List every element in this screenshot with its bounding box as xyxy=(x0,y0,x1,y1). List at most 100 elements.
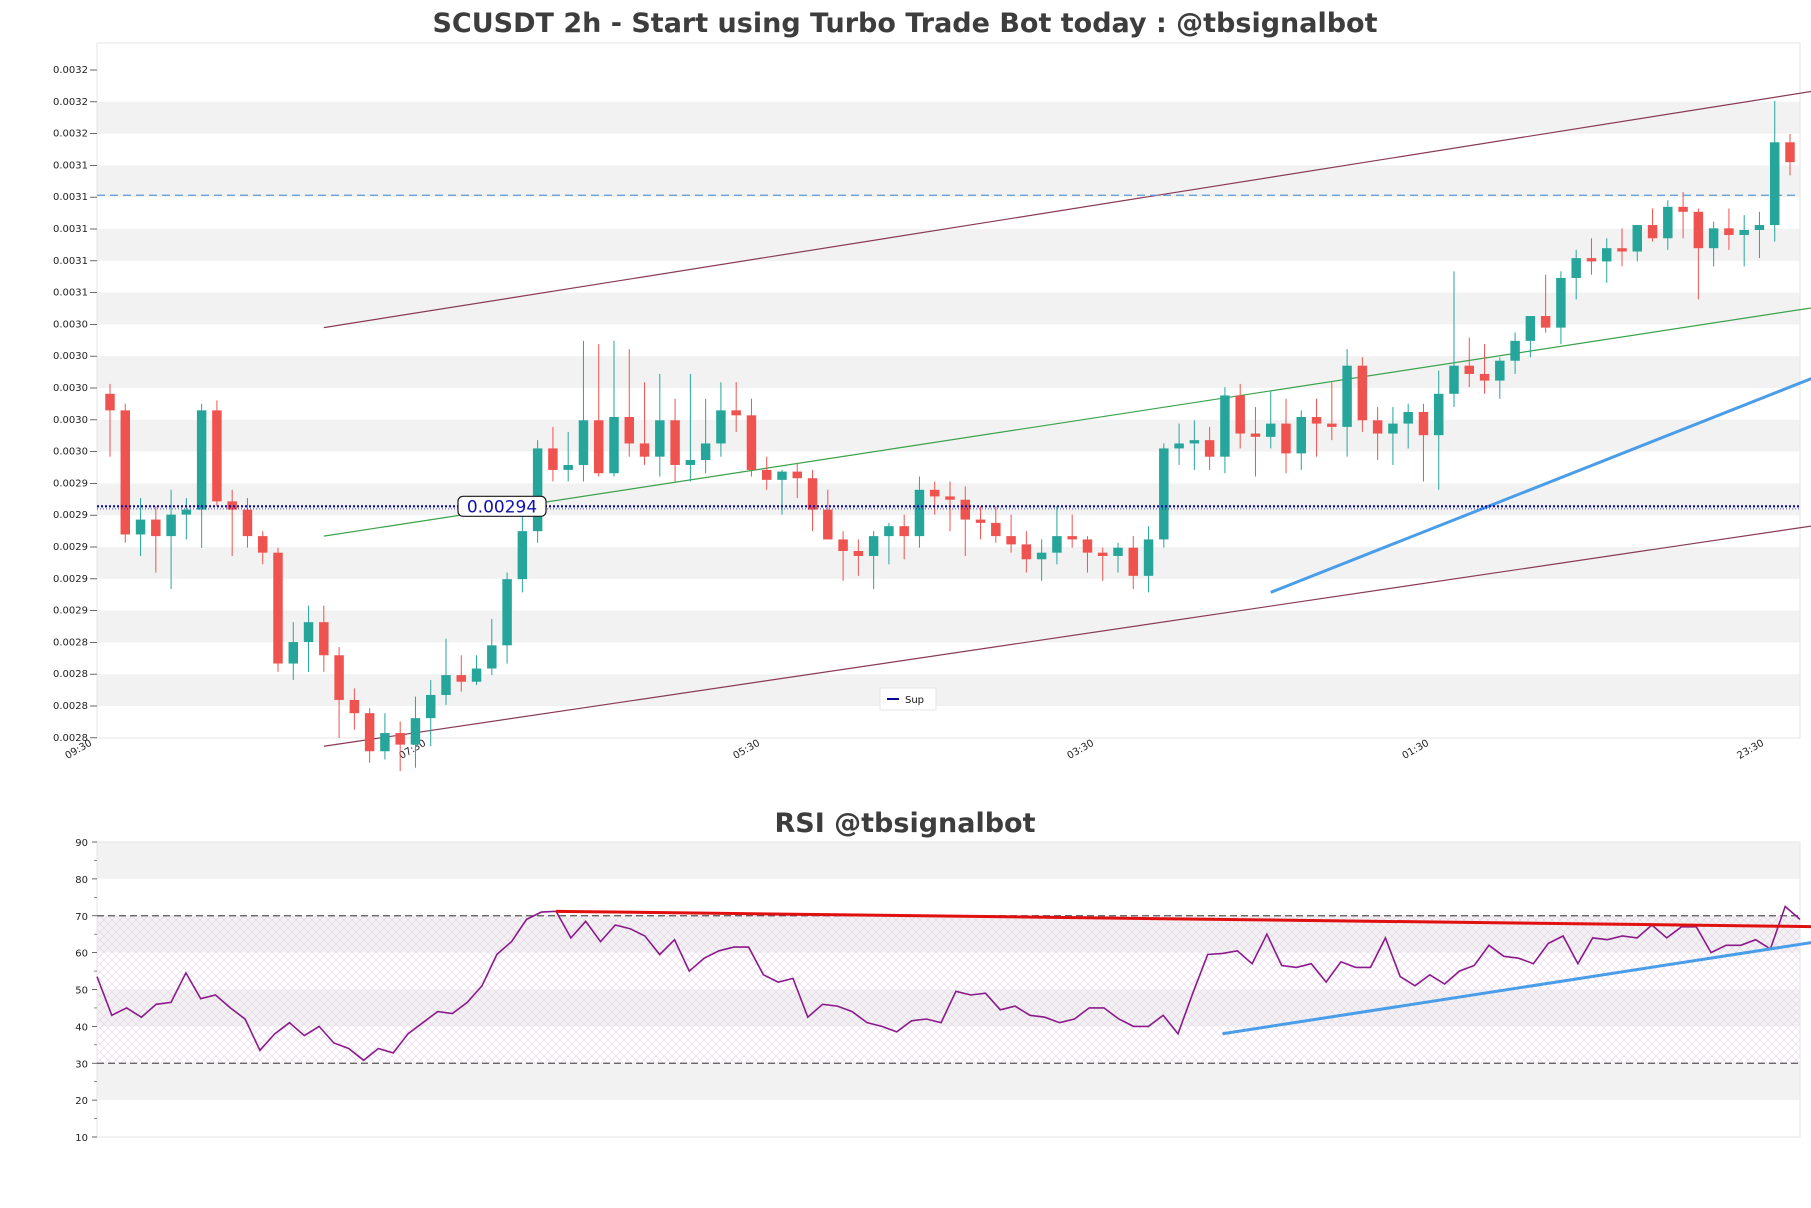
candle xyxy=(334,646,344,738)
support-price-label: 0.00294 xyxy=(457,495,547,517)
grid-band xyxy=(97,419,1800,452)
candle-body xyxy=(1204,440,1215,457)
grid-band xyxy=(97,610,1800,643)
candle-body xyxy=(700,443,711,460)
candle xyxy=(685,373,696,482)
candle-body xyxy=(212,410,222,502)
rsi-y-tick-label: 50 xyxy=(75,986,88,997)
candle-body xyxy=(593,420,604,474)
candle-body xyxy=(868,536,879,556)
candle-body xyxy=(135,519,146,535)
candle xyxy=(1769,100,1780,242)
rsi-y-tick-label: 80 xyxy=(75,875,88,886)
candle xyxy=(823,489,833,540)
candle-body xyxy=(1479,373,1490,381)
x-tick-label: 03:30 xyxy=(1066,738,1096,762)
y-tick-label: 0.0032 xyxy=(53,97,88,108)
rsi-grid-bands xyxy=(97,842,1800,1101)
candle-body xyxy=(670,420,680,465)
candle xyxy=(1327,382,1337,441)
candle xyxy=(425,680,436,747)
candle-body xyxy=(1586,258,1597,262)
candle-body xyxy=(105,393,115,411)
candle-body xyxy=(1464,365,1475,374)
candle xyxy=(380,713,390,760)
candle xyxy=(532,440,543,543)
y-tick-label: 0.0028 xyxy=(53,669,88,680)
candle xyxy=(792,463,803,499)
candle-body xyxy=(1418,412,1429,436)
y-tick-label: 0.0031 xyxy=(53,192,88,203)
channel-lower-line xyxy=(323,525,1811,747)
y-tick-label: 0.0029 xyxy=(53,574,88,585)
candle xyxy=(1601,238,1612,283)
candle xyxy=(1342,349,1352,457)
candle xyxy=(609,340,619,477)
rsi-y-axis: 90 80 70 60 50 40 30 20 10 xyxy=(75,838,97,1144)
candle-body xyxy=(716,410,726,444)
candle xyxy=(1388,407,1398,465)
candle-body xyxy=(1372,420,1383,434)
candle-body xyxy=(1327,423,1337,427)
main-x-axis: 09:30 07:30 05:30 03:30 01:30 23:30 xyxy=(64,738,1766,762)
candle xyxy=(1708,221,1719,267)
candle xyxy=(670,398,680,482)
y-tick-label: 0.0028 xyxy=(53,637,88,648)
y-tick-label: 0.0029 xyxy=(53,542,88,553)
candle xyxy=(196,403,207,548)
candle-body xyxy=(1265,423,1276,437)
candle xyxy=(1052,506,1062,565)
candle-body xyxy=(502,579,512,646)
candle xyxy=(761,456,772,490)
candle-body xyxy=(1311,416,1322,424)
candle xyxy=(1159,443,1169,548)
candle xyxy=(700,398,711,474)
candle-body xyxy=(899,526,909,537)
candle-body xyxy=(151,519,161,537)
candle xyxy=(395,721,405,772)
candle xyxy=(166,489,176,590)
candle-body xyxy=(807,478,818,510)
candle xyxy=(639,382,650,465)
candlestick-series xyxy=(105,100,1795,772)
main-grid-bands xyxy=(97,101,1800,706)
candle-body xyxy=(380,733,390,752)
candle xyxy=(914,476,925,548)
candle-body xyxy=(914,489,925,537)
candle-body xyxy=(1250,433,1261,437)
candle-body xyxy=(1678,206,1688,212)
candle xyxy=(227,489,237,556)
y-tick-label: 0.0030 xyxy=(53,447,88,458)
candle-body xyxy=(532,448,543,532)
candle xyxy=(1617,228,1627,267)
candle xyxy=(319,605,329,672)
candle xyxy=(1311,398,1322,457)
candle xyxy=(1433,370,1444,490)
rsi-y-tick-label: 40 xyxy=(75,1022,88,1033)
x-tick-label: 01:30 xyxy=(1401,738,1431,762)
candle-body xyxy=(1724,228,1734,235)
candle-body xyxy=(975,519,986,523)
y-tick-label: 0.0032 xyxy=(53,65,88,76)
candle-body xyxy=(1021,544,1032,560)
y-tick-label: 0.0031 xyxy=(53,256,88,267)
candle-body xyxy=(1189,440,1200,444)
candle-body xyxy=(1449,365,1459,394)
candle xyxy=(868,531,879,590)
candle xyxy=(1174,423,1184,465)
candle-body xyxy=(1647,225,1658,239)
candle-body xyxy=(838,539,848,552)
rsi-resistance-trendline xyxy=(556,909,1811,929)
candle-body xyxy=(181,509,192,515)
candle-body xyxy=(319,622,329,656)
candle-body xyxy=(1128,547,1139,576)
candle-body xyxy=(1082,539,1093,553)
candle-body xyxy=(1174,443,1184,449)
candle xyxy=(502,572,512,664)
candle xyxy=(1678,191,1688,239)
candle-body xyxy=(1006,536,1016,545)
candle xyxy=(1357,357,1368,432)
candle-body xyxy=(639,443,650,457)
candle xyxy=(1250,407,1261,477)
rsi-line xyxy=(96,905,1801,1062)
